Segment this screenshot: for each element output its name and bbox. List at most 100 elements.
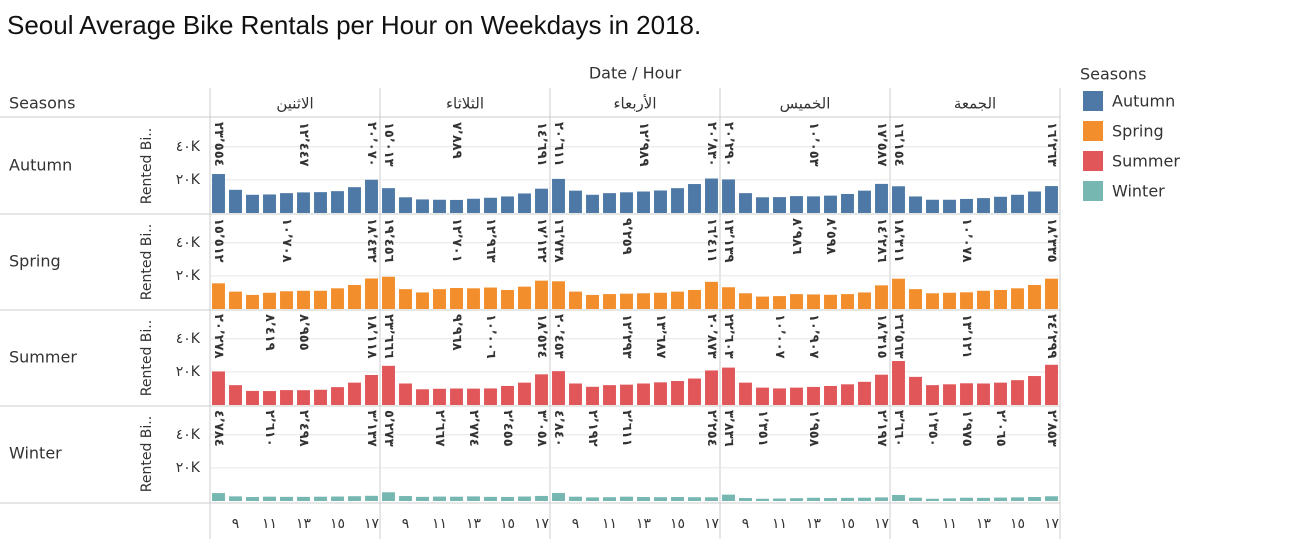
bar: [450, 199, 463, 213]
legend-label: Spring: [1112, 122, 1164, 141]
bar: [229, 291, 242, 309]
bar: [841, 384, 854, 405]
value-label: ٨٬٥٩٨: [823, 218, 838, 255]
bar: [229, 496, 242, 501]
value-label: ٢٣٬٥٥٤: [211, 122, 226, 167]
value-label: ٢٦٬٥٦٣: [891, 314, 906, 359]
bar: [926, 293, 939, 309]
bar: [501, 496, 514, 501]
legend-swatch: [1083, 121, 1103, 141]
bar: [756, 296, 769, 309]
bar: [212, 283, 225, 309]
x-tick-label: ١٣: [296, 516, 312, 532]
bar: [773, 197, 786, 213]
value-label: ٣٬١٣٧: [364, 410, 379, 447]
bar: [739, 498, 752, 501]
bar: [654, 382, 667, 405]
value-label: ١٦٬٤١١: [704, 218, 719, 263]
value-label: ٢٠٬٤٥٣: [551, 314, 566, 359]
bar: [892, 278, 905, 309]
value-label: ١٤٬٦٩١: [534, 122, 549, 167]
bar: [433, 388, 446, 405]
bar: [484, 287, 497, 309]
bar: [450, 287, 463, 309]
value-label: ٢٢٬٦٠٣: [721, 314, 736, 359]
value-label: ٢٬٦١١: [619, 410, 634, 447]
bar: [977, 497, 990, 501]
bar: [586, 497, 599, 501]
x-tick-label: ١٥: [1010, 516, 1025, 532]
bar: [450, 496, 463, 501]
bar: [433, 496, 446, 501]
value-label: ٢٬٢٥٤: [704, 410, 719, 447]
bar: [365, 278, 378, 309]
bar: [1011, 380, 1024, 405]
bar: [467, 198, 480, 213]
x-tick-label: ١١: [772, 516, 787, 532]
bar: [960, 292, 973, 309]
bar: [722, 179, 735, 213]
bar: [756, 387, 769, 405]
value-label: ٨٬٩٥٥: [296, 314, 311, 351]
bar: [1045, 496, 1058, 501]
x-tick-label: ١١: [432, 516, 447, 532]
value-label: ٩٬٩٦٨: [449, 314, 464, 351]
bar: [535, 374, 548, 405]
value-label: ٢٠٬٢٩٠: [721, 122, 736, 167]
bar: [484, 496, 497, 501]
bar: [586, 194, 599, 213]
value-label: ٢٠٬٢٧٨: [211, 314, 226, 359]
value-label: ١٨٬٥٢٤: [534, 314, 549, 359]
bar: [841, 193, 854, 213]
bar: [688, 289, 701, 309]
y-tick-label: ٢٠K: [176, 460, 201, 476]
bar: [620, 384, 633, 405]
bar: [467, 496, 480, 501]
bar: [892, 361, 905, 405]
bar: [739, 193, 752, 213]
row-label: Autumn: [9, 156, 72, 175]
value-label: ٢٬٦٦٧: [432, 410, 447, 447]
value-label: ١٣٬١٣٩: [721, 218, 736, 263]
bar: [790, 387, 803, 405]
bar: [926, 385, 939, 405]
bar: [671, 381, 684, 405]
bar: [297, 390, 310, 405]
value-label: ١٠٬٠٠٧: [772, 314, 787, 359]
bar: [569, 190, 582, 213]
bar: [1028, 497, 1041, 501]
x-tick-label: ٩: [912, 516, 920, 532]
row-label: Summer: [9, 348, 77, 367]
x-tick-label: ٩: [402, 516, 410, 532]
value-label: ٢٬٧٧٤: [466, 410, 481, 447]
bar: [892, 494, 905, 501]
value-label: ١٠٬٠٧٨: [959, 218, 974, 263]
bar: [841, 497, 854, 501]
value-label: ٢٣٬٦٦٦: [381, 314, 396, 359]
x-tick-label: ١٣: [466, 516, 482, 532]
column-header: الجمعة: [954, 95, 996, 113]
value-label: ١٨٬٣١١: [891, 218, 906, 263]
bar: [382, 276, 395, 309]
bar: [807, 294, 820, 309]
value-label: ١٣٬١٢١: [959, 314, 974, 359]
column-header: الأربعاء: [613, 94, 656, 113]
x-tick-label: ١٥: [500, 516, 515, 532]
bar: [586, 386, 599, 405]
row-label: Winter: [9, 444, 62, 463]
x-tick-label: ١١: [942, 516, 957, 532]
bar: [331, 496, 344, 501]
value-label: ١٬٩٥٨: [806, 410, 821, 447]
x-tick-label: ٩: [742, 516, 750, 532]
value-label: ٣٬٨٣٦: [721, 410, 736, 447]
bar: [263, 496, 276, 501]
bar: [671, 188, 684, 213]
bar: [824, 498, 837, 501]
bar: [212, 493, 225, 501]
bar: [246, 497, 259, 501]
bar: [501, 289, 514, 309]
bar: [637, 383, 650, 405]
bar: [637, 293, 650, 309]
bar: [739, 293, 752, 309]
bar: [552, 371, 565, 405]
